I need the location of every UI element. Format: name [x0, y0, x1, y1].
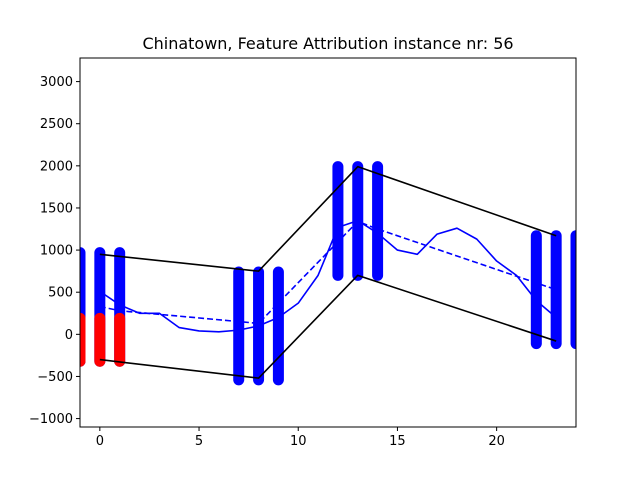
series-line-3: [99, 274, 557, 379]
y-tick-label: −500: [37, 370, 73, 385]
chart-title: Chinatown, Feature Attribution instance …: [142, 34, 513, 53]
x-tick-label: 5: [195, 434, 203, 449]
series-line-1: [99, 220, 557, 325]
series-line-0: [99, 219, 557, 333]
y-tick-label: 0: [65, 328, 73, 343]
plot-area: [80, 161, 576, 386]
x-tick-label: 0: [96, 434, 104, 449]
y-tick-label: 2500: [40, 117, 73, 132]
axes: 0 5 10 15 20 −1000 −500 0 500 1000 1500 2000 2500 300…: [29, 57, 577, 449]
y-tick-label: 500: [48, 286, 73, 301]
x-tick-label: 15: [389, 434, 406, 449]
x-tick-label: 20: [488, 434, 505, 449]
y-tick-label: 3000: [40, 75, 73, 90]
axes-frame: [79, 57, 577, 428]
y-tick-label: 1000: [40, 244, 73, 259]
y-tick-label: 2000: [40, 159, 73, 174]
x-tick-label: 10: [290, 434, 307, 449]
y-tick-label: 1500: [40, 201, 73, 216]
series-line-2: [99, 165, 557, 272]
y-tick-label: −1000: [29, 412, 73, 427]
